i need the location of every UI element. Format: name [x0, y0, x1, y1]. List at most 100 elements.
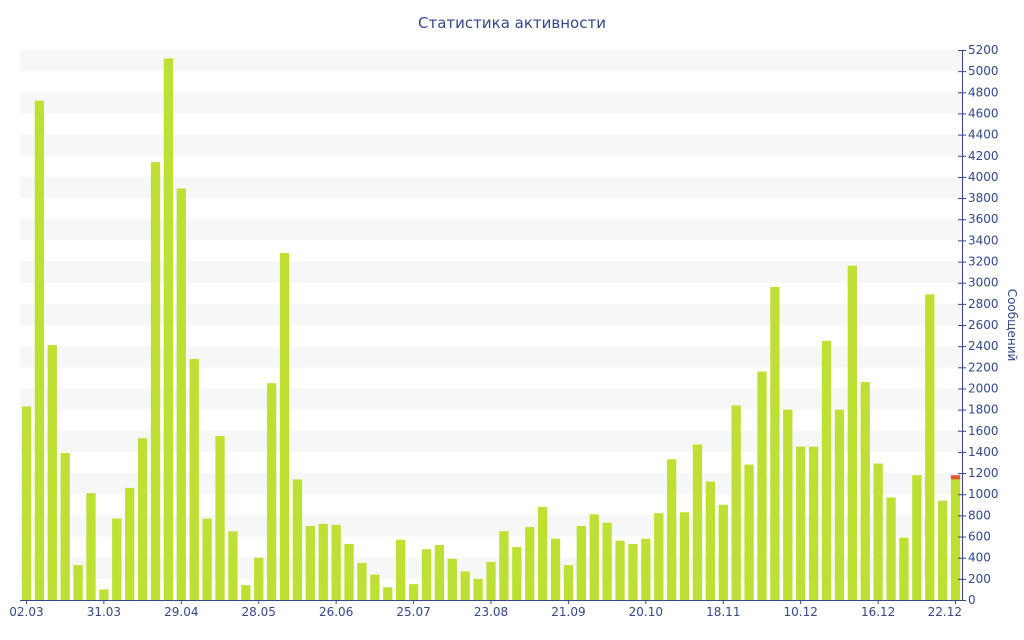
bar[interactable]: [899, 537, 909, 600]
bar[interactable]: [266, 383, 277, 600]
bar[interactable]: [163, 58, 174, 600]
bar[interactable]: [783, 409, 793, 600]
bar[interactable]: [770, 286, 780, 600]
bar[interactable]: [705, 481, 716, 600]
bar[interactable]: [873, 463, 883, 600]
bar[interactable]: [292, 479, 303, 600]
bar[interactable]: [21, 406, 32, 600]
bar[interactable]: [692, 444, 703, 600]
bar[interactable]: [215, 436, 225, 600]
bar[interactable]: [486, 561, 496, 600]
y-tick-label: 1400: [968, 445, 999, 459]
bar[interactable]: [937, 500, 948, 600]
x-tick-label: 20.10: [629, 605, 663, 619]
bar[interactable]: [202, 518, 212, 600]
bar[interactable]: [150, 162, 161, 600]
grid-band: [20, 261, 962, 283]
bar[interactable]: [137, 438, 148, 600]
bar[interactable]: [86, 493, 96, 600]
y-tick-label: 4600: [968, 106, 999, 120]
bar[interactable]: [563, 565, 574, 600]
bar[interactable]: [357, 562, 367, 600]
bar[interactable]: [254, 557, 264, 600]
bar[interactable]: [679, 512, 690, 600]
y-tick-label: 600: [968, 530, 991, 544]
bar[interactable]: [383, 587, 393, 600]
bar[interactable]: [408, 584, 419, 600]
bar[interactable]: [641, 538, 651, 600]
bar[interactable]: [228, 531, 238, 600]
bar[interactable]: [460, 571, 470, 600]
x-tick-label: 23.08: [474, 605, 508, 619]
y-tick-label: 4200: [968, 149, 999, 163]
grid-band: [20, 176, 962, 199]
grid-bands: [20, 50, 962, 579]
bar[interactable]: [654, 513, 664, 600]
bar[interactable]: [318, 523, 328, 600]
grid-band: [20, 515, 962, 537]
bar[interactable]: [718, 504, 728, 600]
y-axis-ticks: 0 200 400 600 800 1000 1200 1400 1600 1800 2000 220…: [958, 43, 999, 607]
x-tick-label: 25.07: [396, 605, 430, 619]
bar[interactable]: [434, 545, 445, 600]
grid-band: [20, 134, 962, 156]
bar[interactable]: [950, 479, 961, 600]
bar-highlight-segment[interactable]: [950, 475, 961, 480]
bar[interactable]: [757, 371, 767, 600]
y-tick-label: 1200: [968, 466, 999, 480]
bar[interactable]: [847, 265, 857, 600]
bar[interactable]: [34, 100, 45, 601]
bar[interactable]: [731, 405, 741, 600]
bar[interactable]: [796, 446, 806, 600]
bar[interactable]: [241, 585, 251, 600]
bar[interactable]: [473, 578, 483, 600]
bar[interactable]: [537, 506, 548, 600]
bar[interactable]: [112, 518, 122, 600]
bar[interactable]: [370, 574, 380, 600]
bar[interactable]: [808, 446, 819, 600]
y-tick-label: 0: [968, 593, 976, 607]
y-tick-label: 3800: [968, 191, 999, 205]
bar[interactable]: [189, 358, 199, 600]
x-tick-label: 26.06: [319, 605, 353, 619]
bar[interactable]: [628, 543, 638, 600]
bar[interactable]: [499, 531, 509, 600]
bar[interactable]: [615, 540, 625, 600]
bar[interactable]: [602, 522, 612, 600]
bar[interactable]: [912, 475, 922, 600]
bar[interactable]: [550, 538, 561, 600]
y-tick-label: 3600: [968, 212, 999, 226]
bar[interactable]: [834, 409, 845, 600]
bar[interactable]: [305, 525, 315, 600]
y-tick-label: 200: [968, 572, 991, 586]
bar[interactable]: [512, 547, 522, 600]
bar[interactable]: [821, 340, 832, 600]
bar[interactable]: [925, 294, 935, 600]
bar[interactable]: [176, 188, 186, 601]
bar[interactable]: [47, 345, 57, 600]
bar[interactable]: [331, 524, 341, 600]
y-axis-label: Сообщений: [1005, 288, 1019, 362]
bar[interactable]: [396, 539, 406, 600]
bar[interactable]: [576, 525, 586, 600]
bar[interactable]: [886, 497, 896, 600]
x-axis-ticks: 02.03 31.03 29.04 28.05 26.06 25.07 23.08 21.09…: [9, 600, 962, 619]
bar[interactable]: [525, 527, 535, 600]
y-tick-label: 1000: [968, 487, 999, 501]
y-tick-label: 3000: [968, 276, 999, 290]
bar[interactable]: [860, 382, 870, 600]
bar[interactable]: [744, 464, 754, 600]
bar[interactable]: [667, 459, 677, 600]
bar[interactable]: [99, 589, 109, 600]
bar[interactable]: [73, 565, 83, 600]
y-tick-label: 4000: [968, 170, 999, 184]
x-tick-label: 31.03: [87, 605, 121, 619]
bar[interactable]: [125, 487, 135, 600]
bar[interactable]: [60, 452, 70, 600]
bar[interactable]: [279, 253, 290, 601]
bar[interactable]: [447, 558, 457, 600]
bar[interactable]: [344, 543, 354, 600]
bar[interactable]: [421, 549, 432, 600]
bar[interactable]: [589, 514, 599, 600]
grid-band: [20, 473, 962, 495]
